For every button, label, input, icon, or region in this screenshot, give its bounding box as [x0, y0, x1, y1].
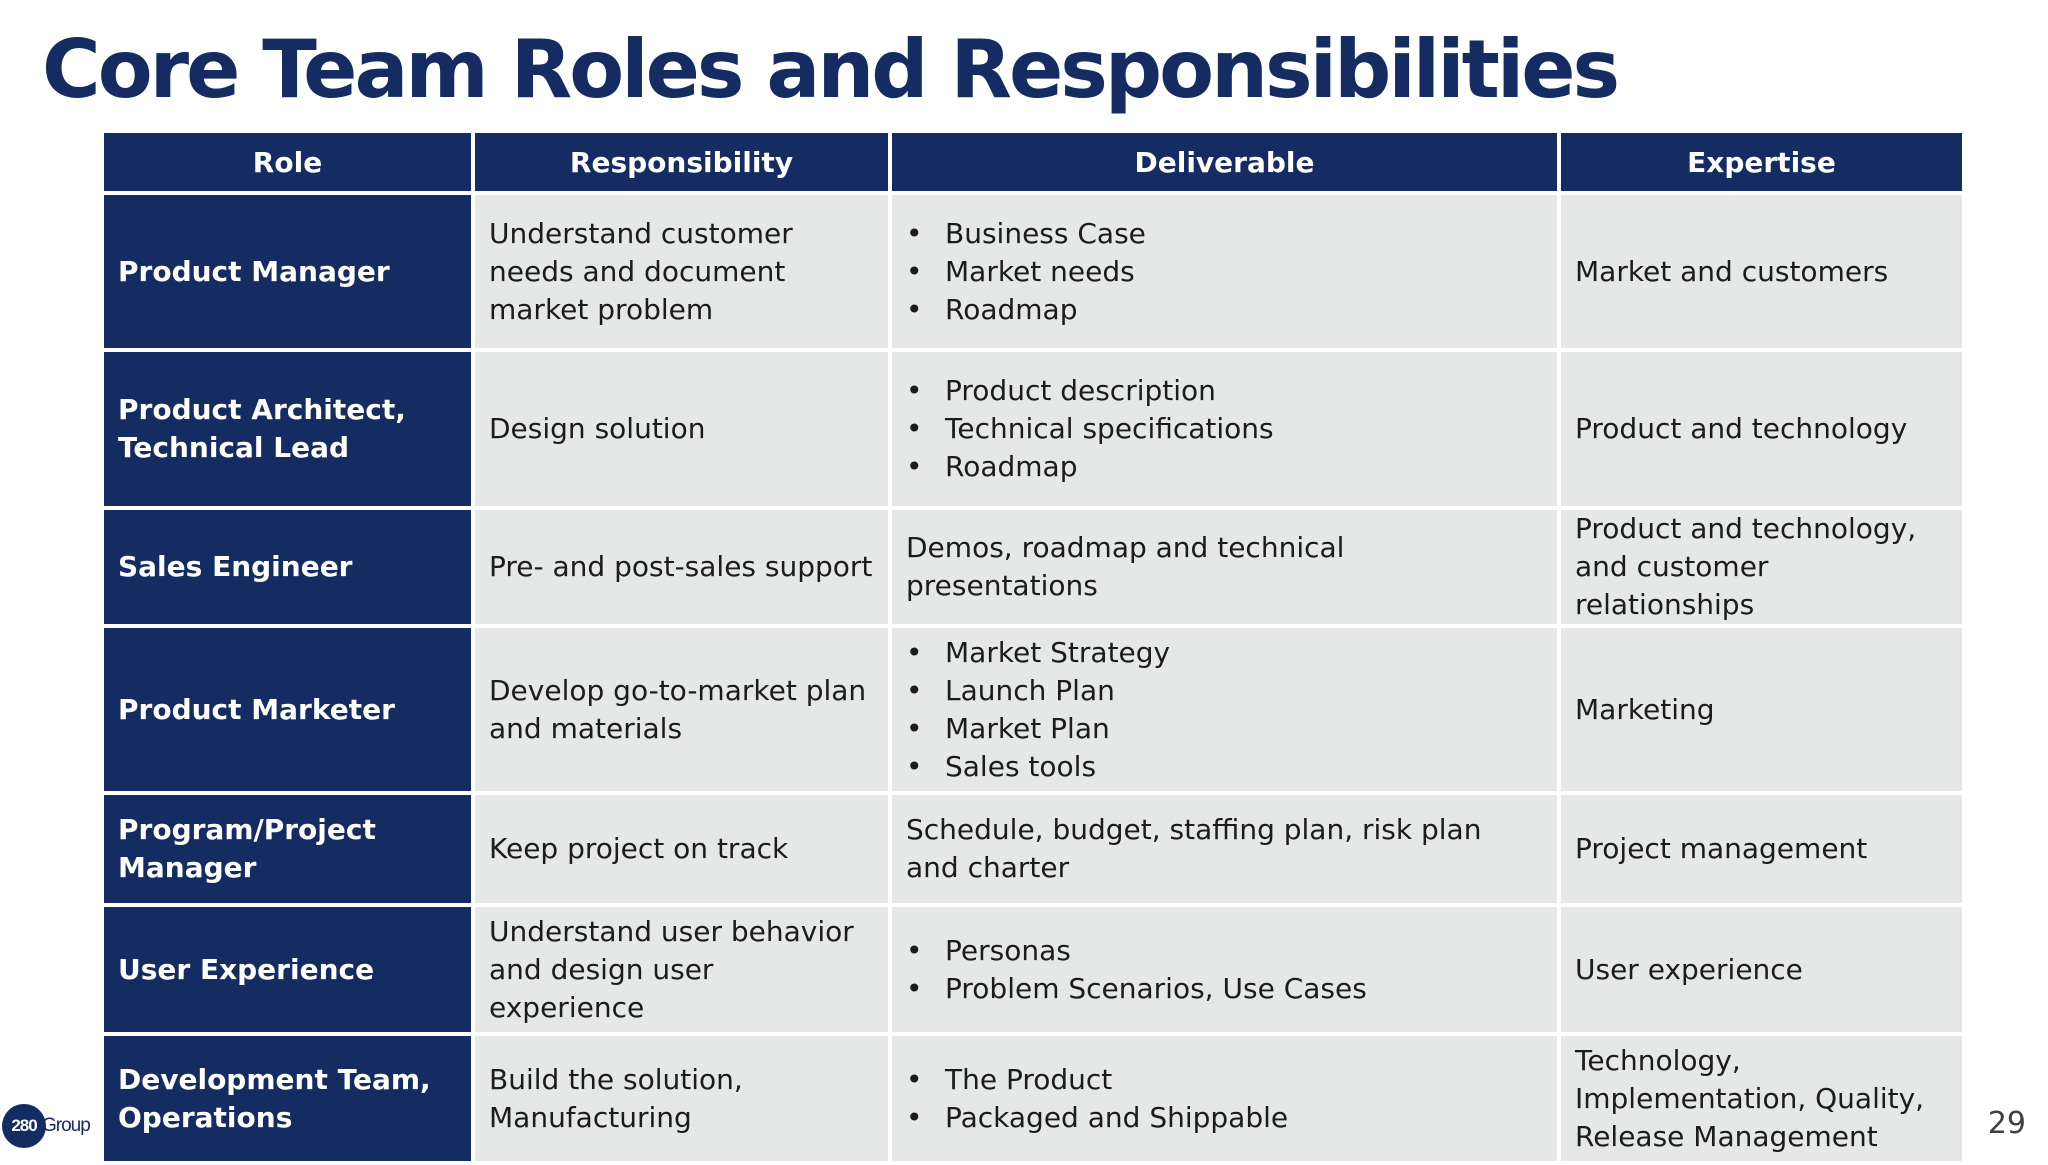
table-row: Product Manager Understand customer needs…: [104, 195, 1962, 348]
header-role: Role: [104, 133, 471, 191]
role-cell: Development Team, Operations: [104, 1036, 471, 1161]
role-cell: Sales Engineer: [104, 510, 471, 624]
role-cell: Program/Project Manager: [104, 795, 471, 903]
table-row: Program/Project Manager Keep project on t…: [104, 795, 1962, 903]
deliverable-item: Roadmap: [906, 448, 1543, 486]
deliverable-list: The ProductPackaged and Shippable: [906, 1061, 1543, 1137]
expertise-cell: Marketing: [1561, 628, 1962, 791]
header-expertise: Expertise: [1561, 133, 1962, 191]
deliverable-list: Market StrategyLaunch PlanMarket PlanSal…: [906, 634, 1543, 786]
deliverable-item: Market Plan: [906, 710, 1543, 748]
deliverable-item: Problem Scenarios, Use Cases: [906, 970, 1543, 1008]
deliverable-item: Roadmap: [906, 291, 1543, 329]
deliverable-cell: Demos, roadmap and technical presentatio…: [892, 510, 1557, 624]
table-row: Sales Engineer Pre- and post-sales suppor…: [104, 510, 1962, 624]
role-cell: Product Marketer: [104, 628, 471, 791]
logo-mark: 280: [2, 1104, 46, 1148]
responsibility-cell: Understand customer needs and document m…: [475, 195, 888, 348]
deliverable-item: The Product: [906, 1061, 1543, 1099]
responsibility-cell: Keep project on track: [475, 795, 888, 903]
responsibility-cell: Build the solution, Manufacturing: [475, 1036, 888, 1161]
deliverable-list: PersonasProblem Scenarios, Use Cases: [906, 932, 1543, 1008]
deliverable-item: Launch Plan: [906, 672, 1543, 710]
table-row: Product Architect, Technical Lead Design …: [104, 352, 1962, 506]
expertise-cell: Market and customers: [1561, 195, 1962, 348]
slide-title: Core Team Roles and Responsibilities: [42, 23, 1620, 116]
deliverable-item: Packaged and Shippable: [906, 1099, 1543, 1137]
expertise-cell: Product and technology, and customer rel…: [1561, 510, 1962, 624]
deliverable-item: Market needs: [906, 253, 1543, 291]
deliverable-item: Business Case: [906, 215, 1543, 253]
deliverable-item: Sales tools: [906, 748, 1543, 786]
expertise-cell: Project management: [1561, 795, 1962, 903]
expertise-cell: Technology, Implementation, Quality, Rel…: [1561, 1036, 1962, 1161]
company-logo: 280 Group: [2, 1104, 98, 1148]
deliverable-cell: The ProductPackaged and Shippable: [892, 1036, 1557, 1161]
deliverable-cell: Market StrategyLaunch PlanMarket PlanSal…: [892, 628, 1557, 791]
deliverable-list: Business CaseMarket needsRoadmap: [906, 215, 1543, 329]
table-header-row: Role Responsibility Deliverable Expertis…: [104, 133, 1962, 191]
deliverable-cell: PersonasProblem Scenarios, Use Cases: [892, 907, 1557, 1032]
logo-word: Group: [42, 1115, 91, 1136]
expertise-cell: User experience: [1561, 907, 1962, 1032]
table-row: User Experience Understand user behavior …: [104, 907, 1962, 1032]
page-number: 29: [1987, 1106, 2026, 1141]
role-cell: Product Architect, Technical Lead: [104, 352, 471, 506]
deliverable-item: Technical specifications: [906, 410, 1543, 448]
deliverable-item: Market Strategy: [906, 634, 1543, 672]
header-deliverable: Deliverable: [892, 133, 1557, 191]
responsibility-cell: Pre- and post-sales support: [475, 510, 888, 624]
responsibility-cell: Design solution: [475, 352, 888, 506]
header-responsibility: Responsibility: [475, 133, 888, 191]
role-cell: Product Manager: [104, 195, 471, 348]
deliverable-cell: Schedule, budget, staffing plan, risk pl…: [892, 795, 1557, 903]
deliverable-cell: Product descriptionTechnical specificati…: [892, 352, 1557, 506]
table-row: Development Team, Operations Build the so…: [104, 1036, 1962, 1161]
deliverable-item: Personas: [906, 932, 1543, 970]
table-body: Product Manager Understand customer needs…: [104, 195, 1962, 1161]
expertise-cell: Product and technology: [1561, 352, 1962, 506]
deliverable-item: Product description: [906, 372, 1543, 410]
deliverable-list: Product descriptionTechnical specificati…: [906, 372, 1543, 486]
role-cell: User Experience: [104, 907, 471, 1032]
responsibility-cell: Develop go-to-market plan and materials: [475, 628, 888, 791]
table-row: Product Marketer Develop go-to-market pla…: [104, 628, 1962, 791]
roles-table: Role Responsibility Deliverable Expertis…: [100, 129, 1966, 1165]
responsibility-cell: Understand user behavior and design user…: [475, 907, 888, 1032]
deliverable-cell: Business CaseMarket needsRoadmap: [892, 195, 1557, 348]
